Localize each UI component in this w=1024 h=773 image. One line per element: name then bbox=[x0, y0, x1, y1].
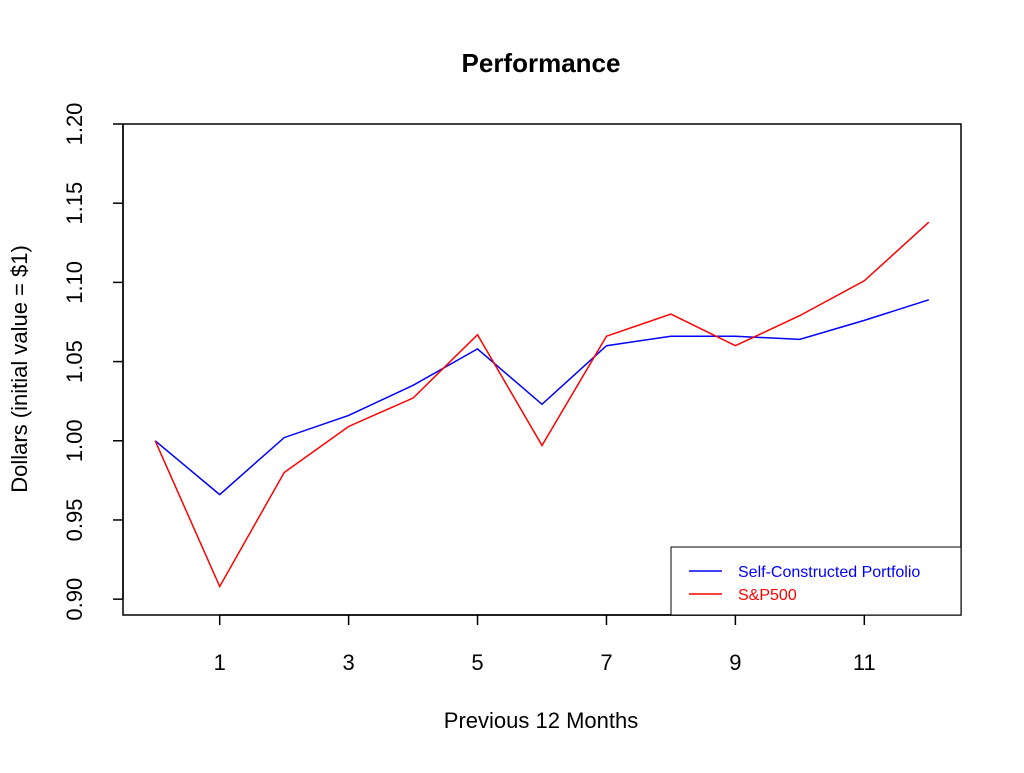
x-axis-label: Previous 12 Months bbox=[444, 708, 638, 733]
y-tick-label: 1.20 bbox=[62, 103, 87, 146]
x-tick-label: 3 bbox=[342, 650, 354, 675]
series-layer bbox=[154, 221, 930, 589]
y-tick-label: 1.10 bbox=[62, 261, 87, 304]
chart-title: Performance bbox=[462, 48, 621, 78]
y-tick-label: 0.95 bbox=[62, 499, 87, 542]
y-tick-label: 1.00 bbox=[62, 419, 87, 462]
legend-entry: S&P500 bbox=[738, 587, 797, 604]
legend: Self-Constructed Portfolio S&P500 bbox=[670, 546, 962, 616]
x-tick-label: 5 bbox=[471, 650, 483, 675]
legend-box bbox=[670, 546, 962, 616]
x-axis: 1 3 5 7 9 11 bbox=[214, 614, 876, 675]
x-tick-label: 7 bbox=[600, 650, 612, 675]
plot-frame bbox=[122, 123, 962, 616]
x-tick-label: 11 bbox=[853, 650, 876, 675]
series-line bbox=[154, 221, 930, 589]
x-tick-label: 9 bbox=[729, 650, 741, 675]
series-line bbox=[154, 299, 930, 496]
y-axis: 0.90 0.95 1.00 1.05 1.10 1.15 1.20 bbox=[62, 103, 124, 621]
y-tick-label: 0.90 bbox=[62, 578, 87, 621]
legend-entry: Self-Constructed Portfolio bbox=[738, 564, 920, 581]
y-axis-label: Dollars (initial value = $1) bbox=[7, 245, 32, 493]
x-tick-label: 1 bbox=[214, 650, 226, 675]
y-tick-label: 1.15 bbox=[62, 182, 87, 225]
y-tick-label: 1.05 bbox=[62, 340, 87, 383]
